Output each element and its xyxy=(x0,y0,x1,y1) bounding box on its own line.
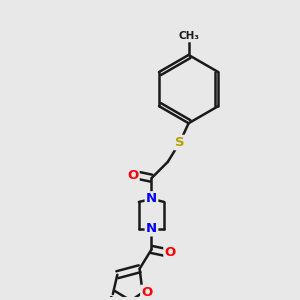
Text: O: O xyxy=(141,286,153,299)
Text: O: O xyxy=(165,246,176,259)
Text: N: N xyxy=(146,222,157,235)
Text: N: N xyxy=(146,193,157,206)
Text: CH₃: CH₃ xyxy=(178,31,199,41)
Text: S: S xyxy=(175,136,184,149)
Text: O: O xyxy=(127,169,138,182)
